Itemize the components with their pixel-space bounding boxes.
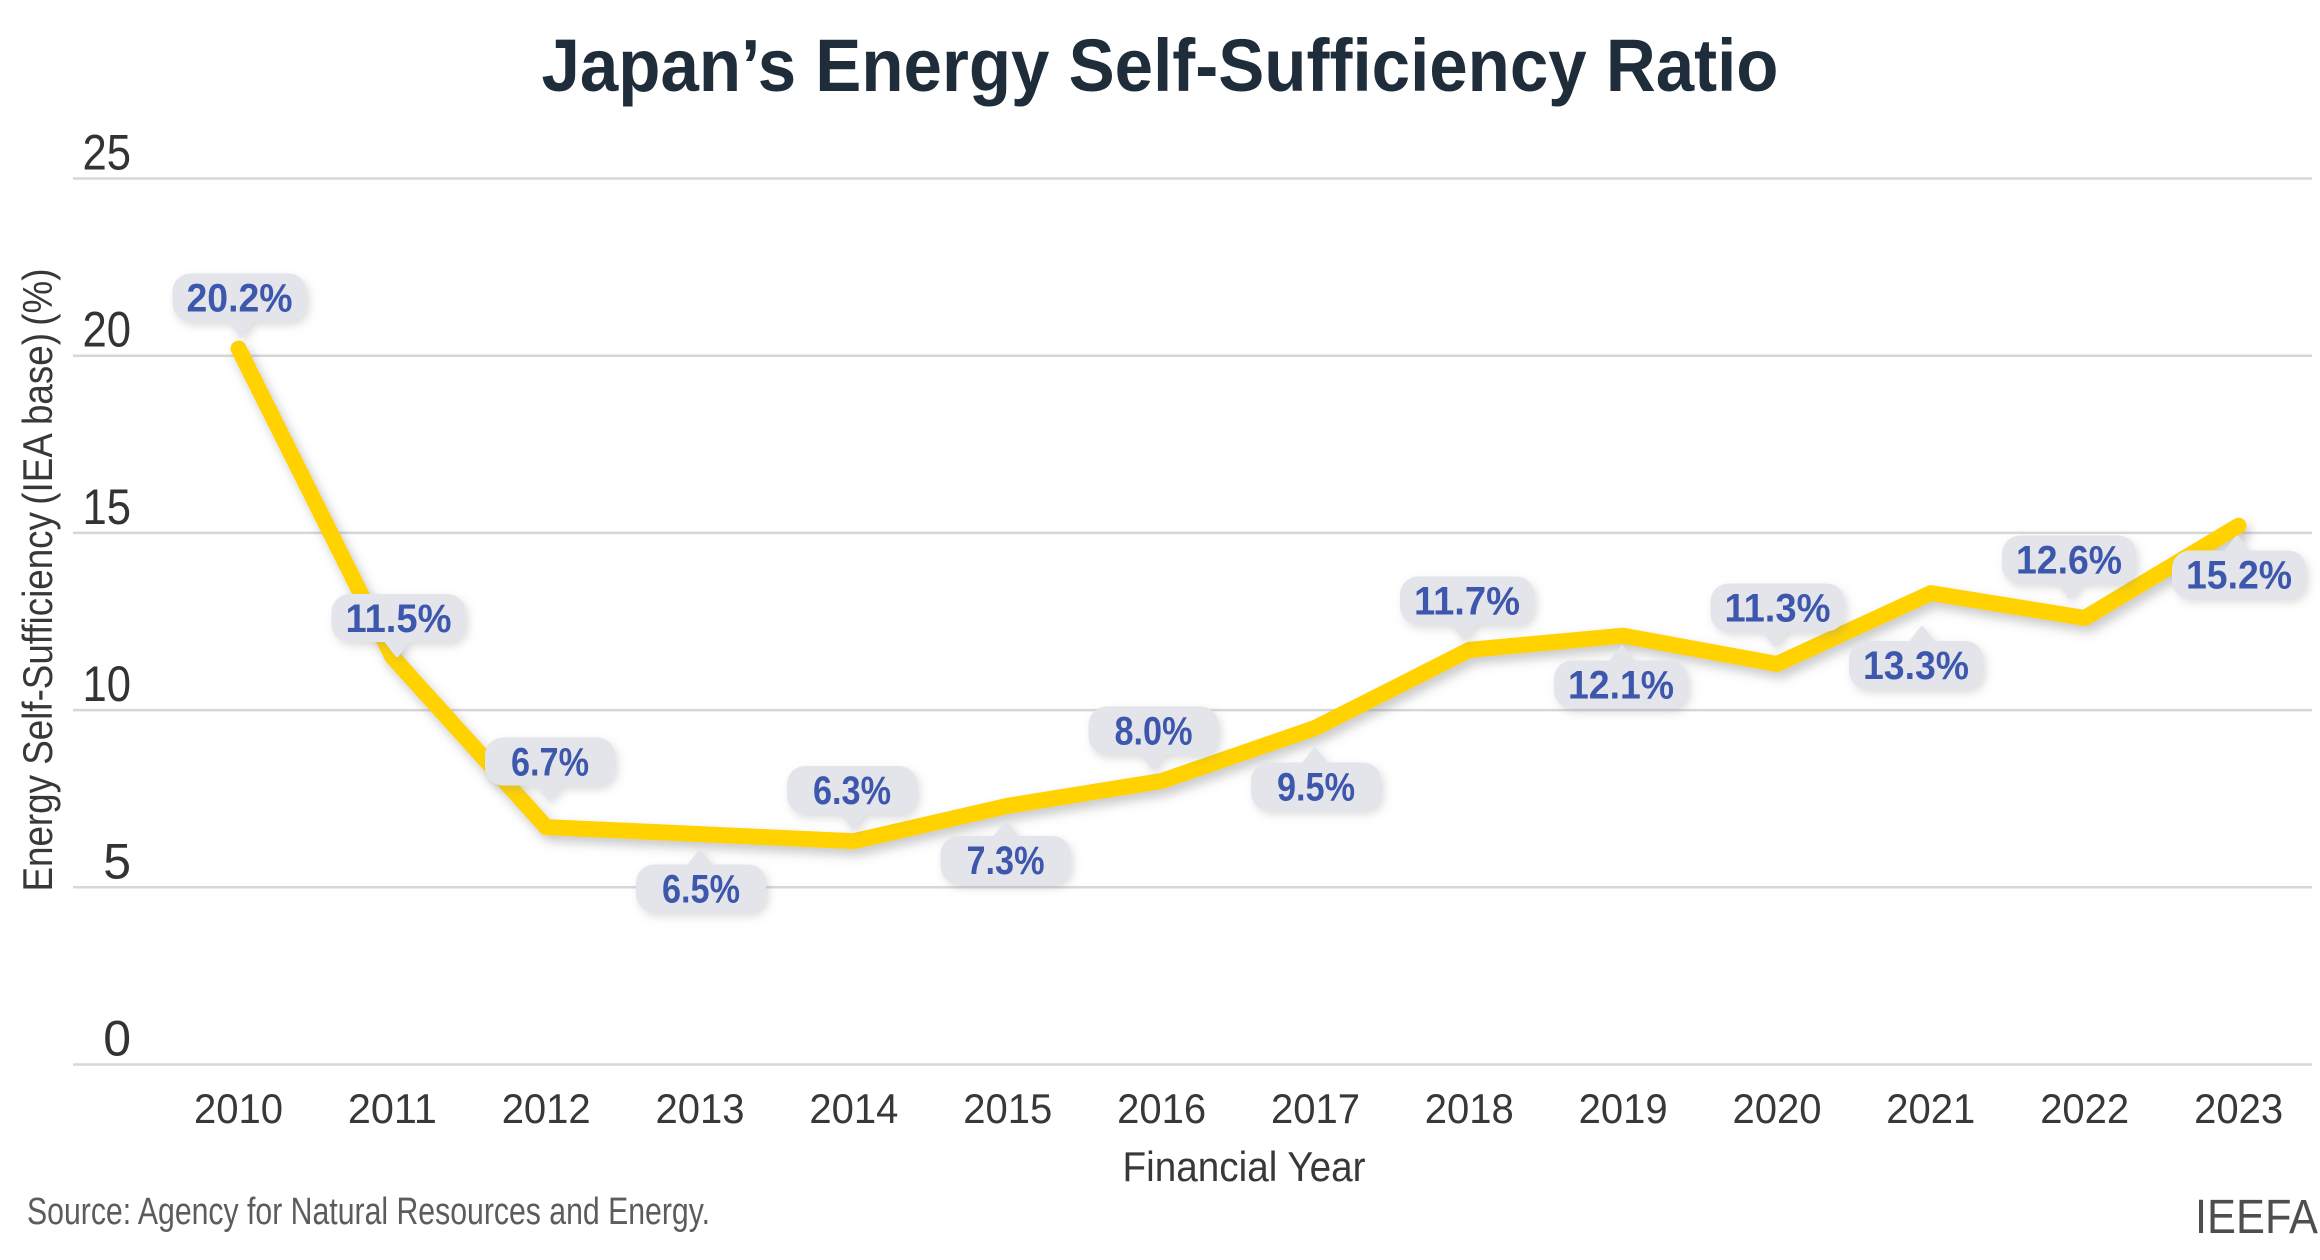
svg-text:2017: 2017 — [1271, 1085, 1360, 1132]
svg-text:2023: 2023 — [2194, 1085, 2283, 1132]
svg-text:2022: 2022 — [2040, 1085, 2129, 1132]
svg-text:2018: 2018 — [1425, 1085, 1514, 1132]
svg-text:2015: 2015 — [963, 1085, 1052, 1132]
svg-text:IEEFA: IEEFA — [2195, 1191, 2318, 1244]
svg-text:8.0%: 8.0% — [1115, 710, 1193, 754]
svg-text:2019: 2019 — [1579, 1085, 1668, 1132]
svg-text:6.5%: 6.5% — [662, 868, 740, 912]
svg-text:2020: 2020 — [1733, 1085, 1822, 1132]
svg-text:5: 5 — [103, 833, 131, 889]
svg-text:2014: 2014 — [809, 1085, 898, 1132]
svg-text:2013: 2013 — [656, 1085, 745, 1132]
svg-text:2010: 2010 — [194, 1085, 283, 1132]
svg-text:6.7%: 6.7% — [511, 741, 589, 785]
svg-text:25: 25 — [83, 125, 132, 181]
svg-text:2021: 2021 — [1886, 1085, 1975, 1132]
svg-text:2011: 2011 — [348, 1085, 437, 1132]
svg-text:20: 20 — [83, 302, 132, 358]
svg-text:12.1%: 12.1% — [1568, 664, 1674, 708]
svg-text:0: 0 — [103, 1011, 131, 1067]
svg-text:20.2%: 20.2% — [187, 277, 293, 321]
svg-text:9.5%: 9.5% — [1277, 766, 1355, 810]
svg-text:10: 10 — [83, 656, 132, 712]
svg-text:11.5%: 11.5% — [346, 597, 452, 641]
svg-text:Source: Agency for Natural Res: Source: Agency for Natural Resources and… — [27, 1191, 710, 1233]
svg-text:13.3%: 13.3% — [1863, 644, 1969, 688]
svg-text:15: 15 — [83, 479, 132, 535]
svg-text:11.3%: 11.3% — [1725, 587, 1831, 631]
svg-text:7.3%: 7.3% — [967, 839, 1045, 883]
svg-text:Energy Self-Sufficiency (IEA b: Energy Self-Sufficiency (IEA base) (%) — [14, 269, 61, 892]
svg-text:2016: 2016 — [1117, 1085, 1206, 1132]
svg-text:6.3%: 6.3% — [813, 769, 891, 813]
svg-text:15.2%: 15.2% — [2186, 554, 2292, 598]
svg-text:12.6%: 12.6% — [2016, 539, 2122, 583]
svg-text:Japan’s Energy Self-Sufficienc: Japan’s Energy Self-Sufficiency Ratio — [542, 24, 1779, 107]
svg-text:Financial Year: Financial Year — [1123, 1143, 1366, 1190]
svg-text:11.7%: 11.7% — [1414, 580, 1520, 624]
svg-text:2012: 2012 — [502, 1085, 591, 1132]
